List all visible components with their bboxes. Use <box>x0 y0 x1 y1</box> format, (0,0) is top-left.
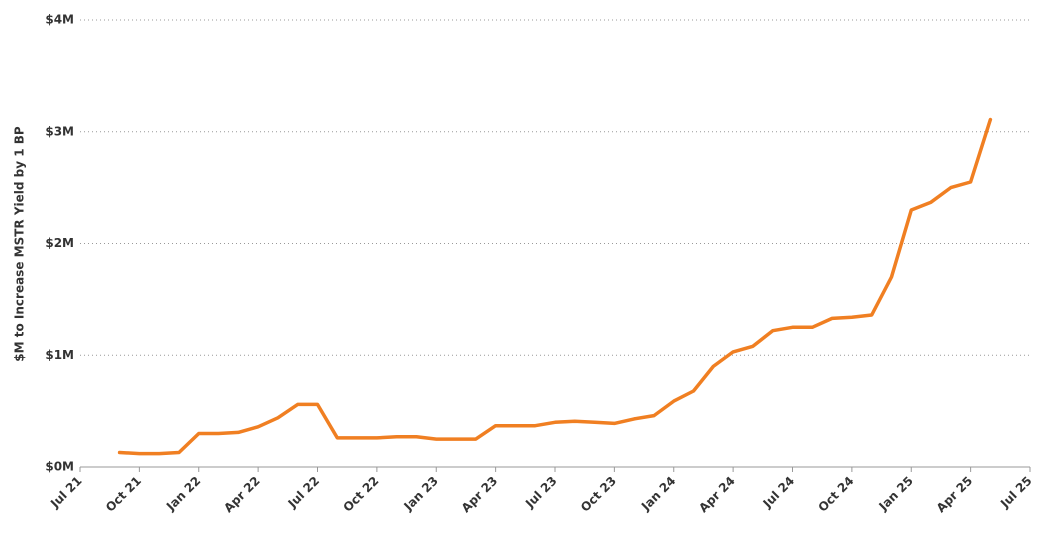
y-axis-label: $M to Increase MSTR Yield by 1 BP <box>13 126 27 362</box>
y-tick-label: $2M <box>45 236 74 250</box>
x-tick-label: Apr 22 <box>221 474 262 515</box>
x-tick-label: Jul 23 <box>522 474 559 511</box>
x-tick-label: Oct 24 <box>816 474 857 515</box>
y-tick-label: $0M <box>45 460 74 474</box>
x-tick-label: Jul 21 <box>47 474 84 511</box>
y-tick-label: $1M <box>45 348 74 362</box>
x-tick-label: Jan 24 <box>638 474 678 514</box>
y-tick-label: $3M <box>45 124 74 138</box>
x-tick-label: Oct 22 <box>341 474 382 515</box>
x-tick-label: Jan 23 <box>401 474 441 514</box>
y-tick-label: $4M <box>45 13 74 27</box>
data-line <box>117 117 993 456</box>
x-tick-label: Jul 24 <box>760 474 797 511</box>
x-tick-label: Apr 23 <box>459 474 500 515</box>
x-tick-label: Apr 24 <box>696 474 737 515</box>
x-tick-label: Apr 25 <box>934 474 975 515</box>
x-tick-label: Oct 23 <box>578 474 619 515</box>
x-tick-label: Jul 22 <box>285 474 322 511</box>
x-tick-label: Jan 25 <box>876 474 916 514</box>
x-tick-label: Jul 25 <box>997 474 1034 511</box>
x-tick-label: Oct 21 <box>103 474 144 515</box>
x-tick-label: Jan 22 <box>163 474 203 514</box>
